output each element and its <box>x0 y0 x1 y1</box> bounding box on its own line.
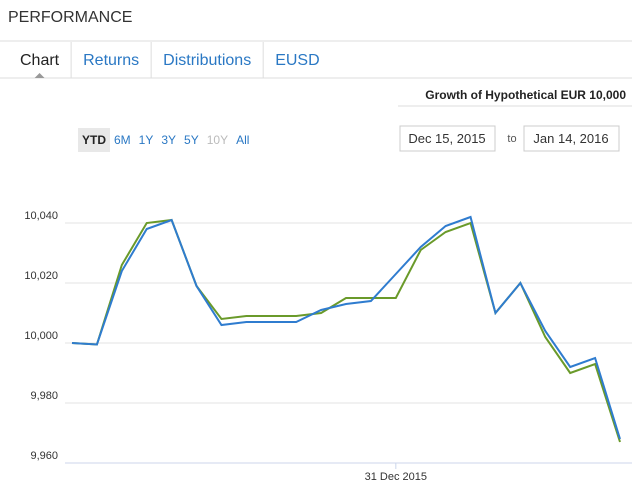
y-tick-label: 9,960 <box>30 450 58 462</box>
tab-label[interactable]: Chart <box>20 52 60 69</box>
range-button[interactable]: All <box>236 133 249 147</box>
range-button[interactable]: 6M <box>114 133 131 147</box>
date-from: Dec 15, 2015 <box>408 131 485 146</box>
date-from-input[interactable] <box>399 125 496 152</box>
date-sep: to <box>507 133 516 145</box>
section-title: PERFORMANCE <box>8 9 132 26</box>
range-button: 10Y <box>207 133 228 147</box>
y-tick-label: 10,020 <box>24 270 58 282</box>
range-button[interactable]: 5Y <box>184 133 199 147</box>
tab-label[interactable]: Returns <box>83 52 139 69</box>
y-tick-label: 9,980 <box>30 390 58 402</box>
chart-title: Growth of Hypothetical EUR 10,000 <box>425 88 626 102</box>
date-to: Jan 14, 2016 <box>533 131 608 146</box>
range-button[interactable]: 3Y <box>161 133 176 147</box>
range-button[interactable]: 1Y <box>139 133 154 147</box>
y-tick-label: 10,000 <box>24 330 58 342</box>
range-button[interactable]: YTD <box>82 133 106 147</box>
date-to-input[interactable] <box>523 125 620 152</box>
range-bg <box>78 128 110 152</box>
y-tick-label: 10,040 <box>24 210 58 222</box>
series-line <box>71 215 621 440</box>
tab-label[interactable]: Distributions <box>163 52 251 69</box>
tab-label[interactable]: EUSD <box>275 52 319 69</box>
series-line <box>71 218 621 443</box>
tab-indicator <box>34 73 45 78</box>
x-tick-label: 31 Dec 2015 <box>365 471 427 483</box>
